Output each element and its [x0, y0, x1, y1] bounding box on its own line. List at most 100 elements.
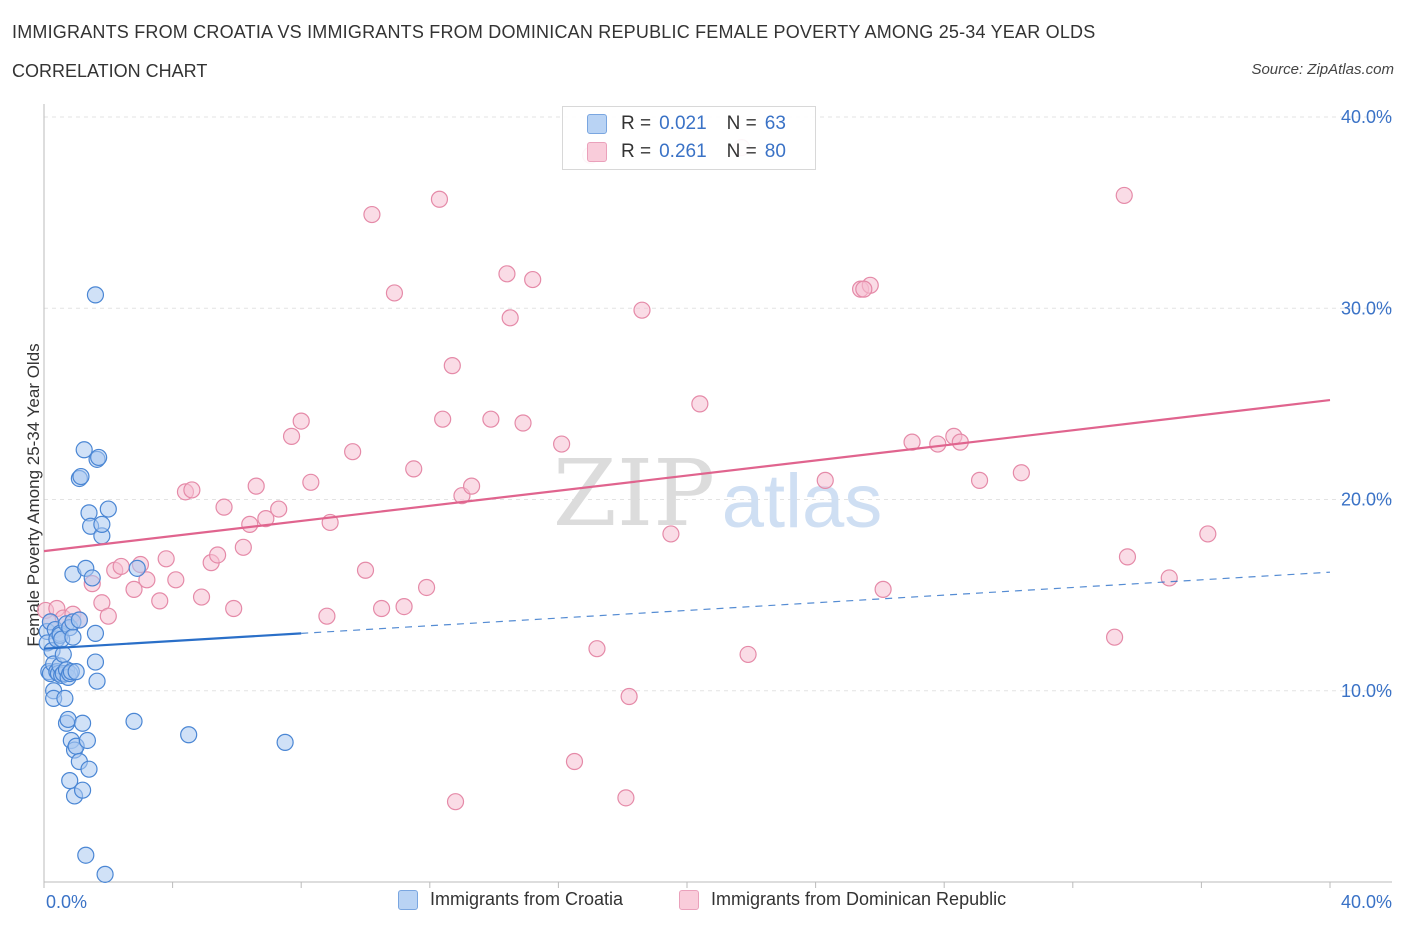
dominican-point [405, 460, 423, 478]
dominican-point [691, 395, 709, 413]
croatia-point [276, 733, 294, 751]
croatia-point [93, 515, 111, 533]
croatia-point [128, 559, 146, 577]
croatia-point [86, 653, 105, 671]
croatia-point [88, 672, 106, 690]
croatia-trend-extension [301, 571, 1331, 634]
croatia-point [73, 781, 92, 799]
dominican-point [1115, 186, 1133, 205]
dominican-point [151, 592, 169, 610]
dominican-point [356, 561, 375, 579]
dominican-point [225, 599, 243, 618]
dominican-point [462, 477, 481, 495]
croatia-point [86, 624, 105, 642]
croatia-point [72, 467, 90, 486]
dominican-point [662, 525, 680, 543]
y-tick-label: 30.0% [1341, 298, 1392, 318]
dominican-points [37, 139, 1217, 811]
dominican-point [514, 414, 532, 432]
dominican-point [372, 599, 391, 618]
n-label: N = [726, 141, 757, 162]
croatia-r-value: 0.021 [659, 113, 707, 134]
dominican-point [241, 515, 259, 533]
r-label: R = [621, 141, 652, 162]
dominican-point [209, 546, 227, 564]
source-label: Source: ZipAtlas.com [1251, 61, 1394, 78]
dominican-point [112, 557, 130, 576]
dominican-point [501, 309, 519, 327]
croatia-point [59, 710, 77, 729]
dominican-point [417, 578, 436, 597]
grid-lines [44, 116, 1392, 692]
dominican-point [99, 607, 117, 625]
y-tick-label: 20.0% [1341, 490, 1392, 510]
watermark-atlas: atlas [722, 459, 883, 544]
legend-item-dominican[interactable]: Immigrants from Dominican Republic [679, 889, 1006, 910]
dominican-point [318, 607, 336, 625]
dominican-point [282, 427, 301, 445]
dominican-point [434, 410, 452, 428]
x-tick-label: 40.0% [1341, 892, 1392, 912]
dominican-point [874, 580, 892, 598]
dominican-point [247, 477, 265, 495]
dominican-point [344, 443, 362, 461]
dominican-point [385, 284, 404, 302]
croatia-point [78, 731, 97, 750]
croatia-point [90, 448, 108, 467]
dominican-point [1118, 548, 1137, 566]
dominican-point [363, 205, 381, 224]
watermark: ZIP atlas [553, 440, 882, 547]
legend-row-dominican: R = 0.261 N = 80 [587, 139, 786, 165]
dominican-point [446, 793, 465, 811]
croatia-point [96, 865, 114, 883]
croatia-n-value: 63 [764, 113, 786, 134]
croatia-point [83, 569, 101, 587]
dominican-point [167, 571, 185, 589]
dominican-point [292, 412, 310, 430]
dominican-point [929, 435, 947, 453]
dominican-legend-swatch [679, 889, 699, 910]
dominican-point [192, 588, 211, 606]
dominican-point [1160, 569, 1178, 587]
croatia-point [70, 611, 88, 629]
dominican-point [498, 265, 516, 283]
croatia-swatch [587, 114, 607, 134]
y-tick-label: 10.0% [1341, 681, 1392, 701]
croatia-point [56, 689, 74, 708]
dominican-point [553, 435, 571, 453]
dominican-point [482, 410, 500, 428]
dominican-point [588, 640, 606, 658]
dominican-point [617, 789, 635, 807]
dominican-swatch [587, 142, 607, 162]
croatia-point [67, 663, 85, 681]
dominican-point [125, 580, 143, 598]
dominican-r-value: 0.261 [659, 141, 707, 162]
dominican-point [633, 301, 651, 319]
dominican-point [524, 270, 542, 289]
dominican-point [739, 645, 757, 664]
tick-labels: 10.0% 20.0% 30.0% 40.0% 0.0% 40.0% [46, 107, 1392, 912]
axes [43, 104, 1392, 888]
chart-subtitle: CORRELATION CHART [12, 61, 208, 81]
legend-item-croatia[interactable]: Immigrants from Croatia [398, 889, 623, 910]
dominican-point [855, 280, 873, 298]
croatia-point [77, 846, 95, 864]
trend-lines [43, 398, 1331, 650]
chart-title: IMMIGRANTS FROM CROATIA VS IMMIGRANTS FR… [12, 22, 1096, 42]
croatia-point [86, 286, 105, 304]
croatia-legend-swatch [398, 889, 418, 910]
dominican-point [270, 500, 288, 518]
dominican-point [430, 190, 449, 208]
croatia-point [180, 726, 198, 744]
dominican-point [1199, 525, 1217, 543]
croatia-point [61, 772, 79, 790]
croatia-legend-label: Immigrants from Croatia [430, 889, 624, 909]
dominican-point [157, 550, 175, 568]
croatia-points [38, 286, 294, 883]
dominican-point [138, 571, 156, 589]
dominican-legend-label: Immigrants from Dominican Republic [711, 889, 1007, 909]
dominican-point [302, 473, 320, 491]
croatia-point [75, 441, 93, 459]
dominican-point [215, 498, 233, 516]
croatia-point [80, 760, 98, 778]
